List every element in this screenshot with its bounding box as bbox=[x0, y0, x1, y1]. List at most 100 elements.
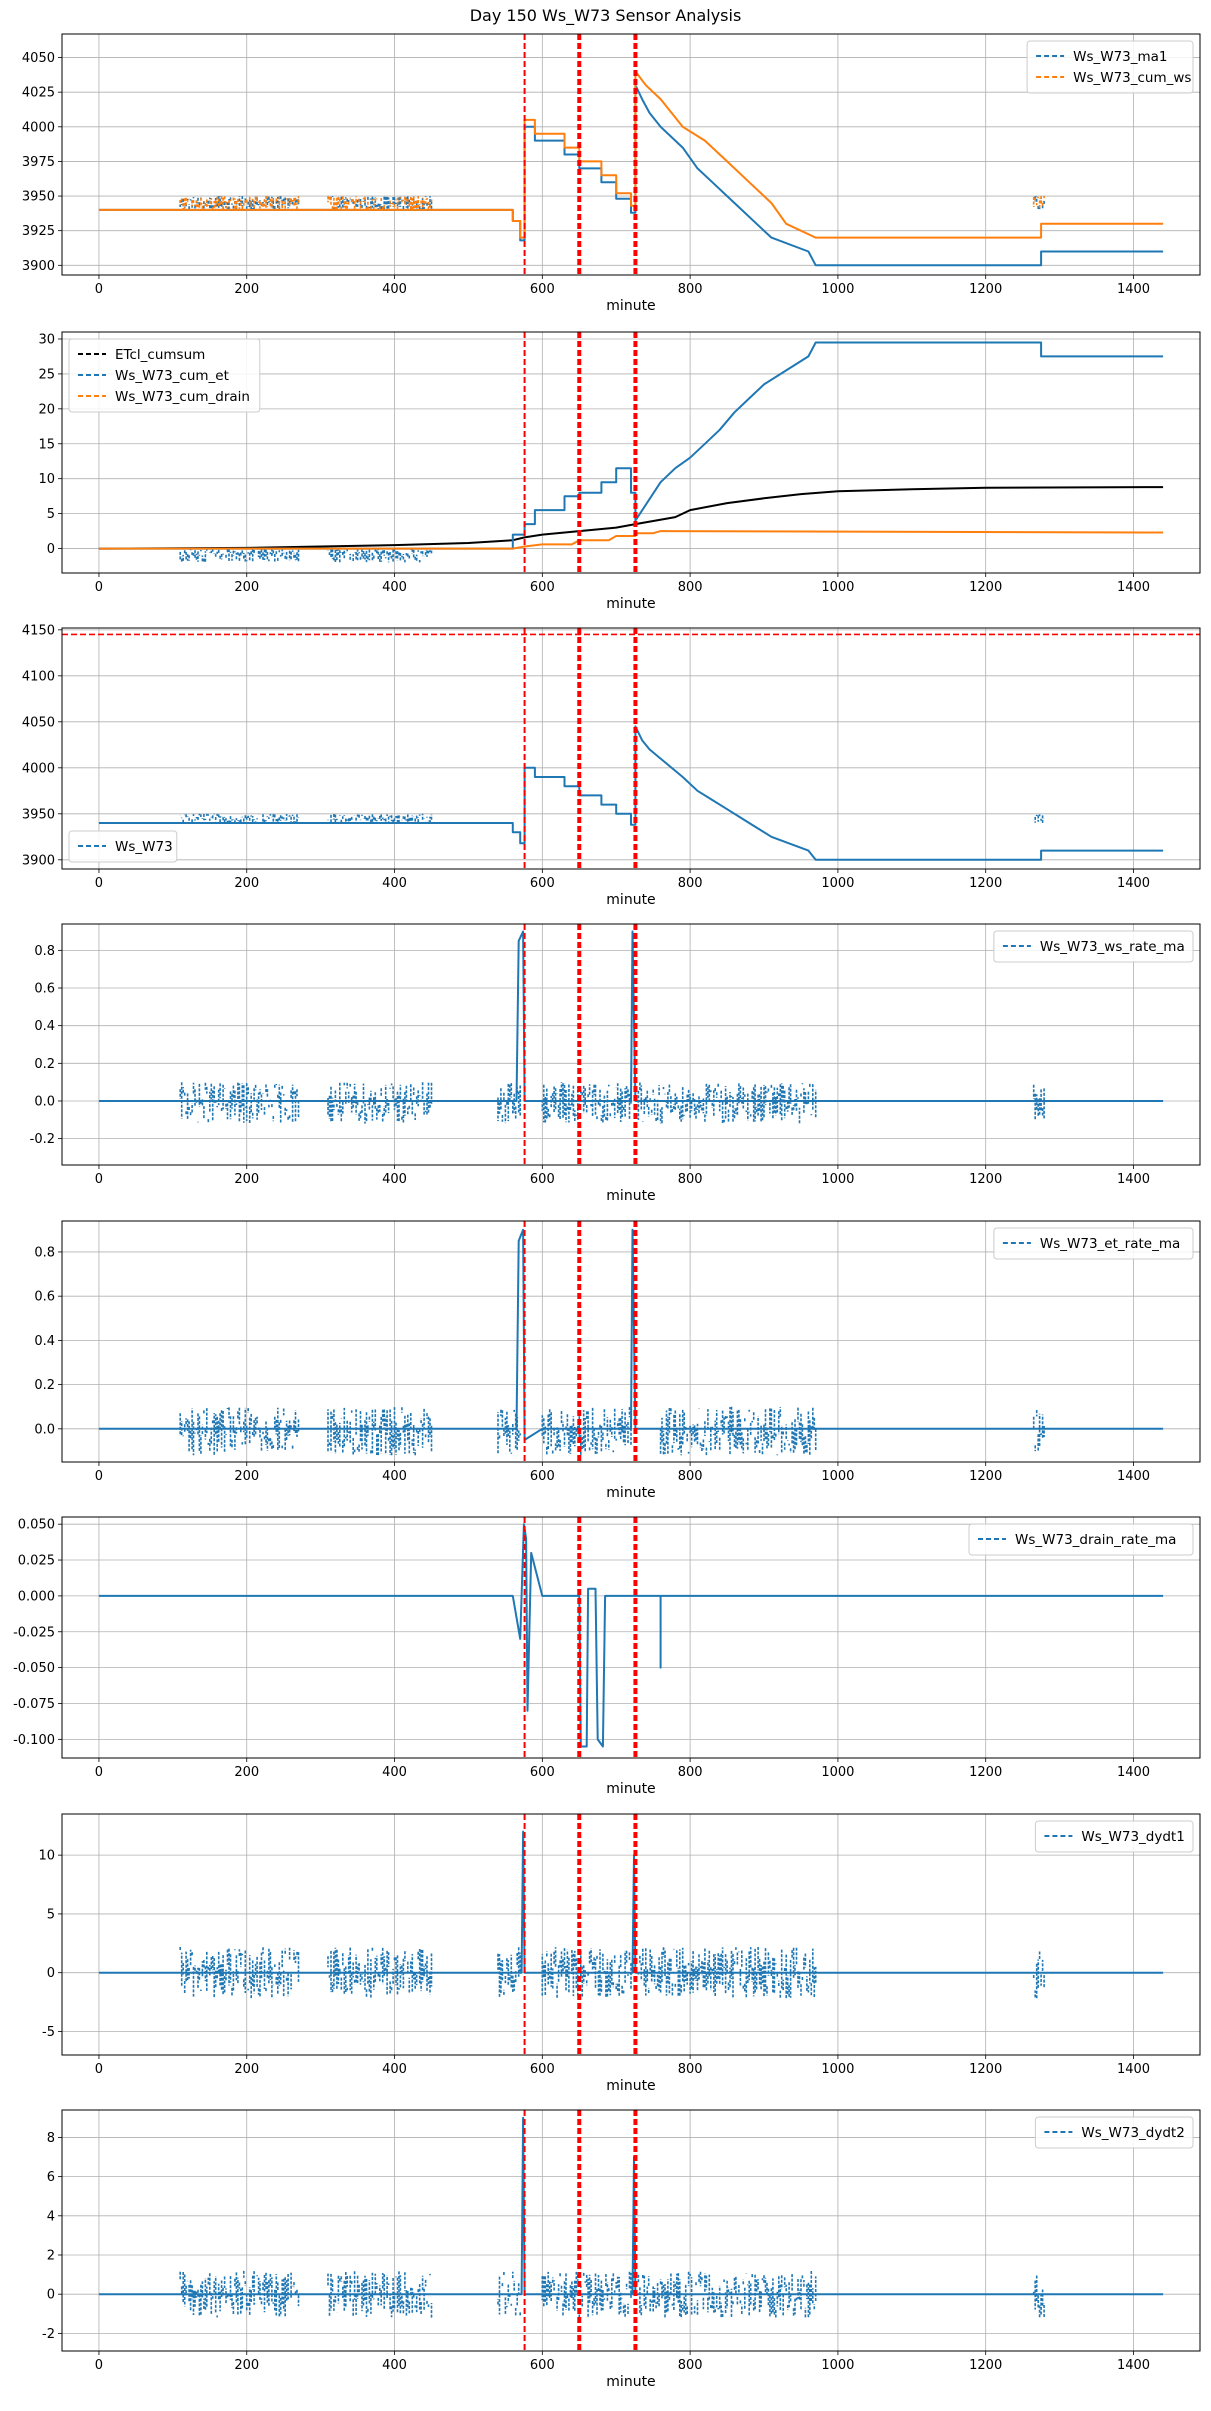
y-tick-label: -2 bbox=[42, 2327, 55, 2342]
x-tick-label: 1000 bbox=[821, 876, 854, 891]
legend-box bbox=[68, 338, 261, 413]
x-tick-label: 200 bbox=[234, 2358, 259, 2373]
legend: Ws_W73_dydt2 bbox=[1034, 2116, 1194, 2149]
legend: Ws_W73_ma1 Ws_W73_cum_ws bbox=[1026, 40, 1194, 94]
y-tick-label: 0 bbox=[47, 2288, 55, 2303]
x-tick-label: 1400 bbox=[1117, 282, 1150, 297]
legend: Ws_W73 bbox=[68, 830, 178, 863]
legend-box bbox=[1026, 40, 1194, 94]
series-ETcl_cumsum bbox=[98, 486, 1164, 550]
x-tick-label: 1000 bbox=[821, 1172, 854, 1187]
y-tick-label: 0.6 bbox=[34, 1290, 55, 1305]
x-tick-label: 0 bbox=[95, 1765, 103, 1780]
y-tick-label: -0.100 bbox=[13, 1733, 55, 1748]
legend: ETcl_cumsum Ws_W73_cum_et Ws_W73_cum_drain bbox=[68, 338, 261, 413]
x-tick-label: 400 bbox=[382, 282, 407, 297]
y-tick-label: 0.0 bbox=[34, 1094, 55, 1109]
series-line-ETcl_cumsum bbox=[98, 486, 1164, 550]
x-tick-label: 0 bbox=[95, 282, 103, 297]
plot-area bbox=[98, 34, 1164, 275]
x-tick-label: 1200 bbox=[969, 2062, 1002, 2077]
x-axis-label: minute bbox=[606, 2078, 655, 2094]
y-tick-label: 0.000 bbox=[18, 1589, 55, 1604]
x-tick-label: 1200 bbox=[969, 1469, 1002, 1484]
x-tick-label: 800 bbox=[678, 580, 703, 595]
subplot-3: 0 200 400 600 800 1000 1200 1400 3900 3950 4000 405… bbox=[22, 623, 1201, 908]
x-tick-label: 1200 bbox=[969, 1765, 1002, 1780]
legend-box bbox=[968, 1523, 1194, 1556]
series-noise-Ws_W73 bbox=[179, 813, 1045, 823]
x-tick-label: 600 bbox=[530, 1469, 555, 1484]
x-tick-label: 400 bbox=[382, 580, 407, 595]
legend-box bbox=[1034, 1820, 1194, 1853]
x-tick-label: 800 bbox=[678, 1172, 703, 1187]
series-Ws_W73_cum_drain bbox=[98, 530, 1164, 550]
y-tick-label: 0.050 bbox=[18, 1518, 55, 1533]
y-tick-label: 25 bbox=[38, 367, 55, 382]
y-tick-label: 0.6 bbox=[34, 982, 55, 997]
x-tick-label: 600 bbox=[530, 1172, 555, 1187]
series-noise-Ws_W73_cum_et bbox=[179, 548, 433, 563]
x-tick-label: 600 bbox=[530, 2358, 555, 2373]
y-tick-label: -0.050 bbox=[13, 1661, 55, 1676]
series-Ws_W73_drain_rate_ma bbox=[98, 1523, 1164, 1748]
y-tick-label: 0.8 bbox=[34, 944, 55, 959]
y-tick-label: -0.075 bbox=[13, 1697, 55, 1712]
x-tick-label: 600 bbox=[530, 876, 555, 891]
x-tick-label: 1200 bbox=[969, 876, 1002, 891]
x-tick-label: 200 bbox=[234, 876, 259, 891]
x-tick-label: 200 bbox=[234, 1172, 259, 1187]
series-noise-Ws_W73_ma1 bbox=[179, 196, 1045, 210]
x-tick-label: 1400 bbox=[1117, 1765, 1150, 1780]
x-tick-label: 400 bbox=[382, 2358, 407, 2373]
legend-label: ETcl_cumsum bbox=[115, 347, 205, 363]
subplot-2: 0 200 400 600 800 1000 1200 1400 0 5 10 15 20 25 30 min… bbox=[38, 331, 1201, 612]
x-tick-label: 200 bbox=[234, 1469, 259, 1484]
series-line-Ws_W73_cum_drain bbox=[98, 530, 1164, 550]
subplot-8: 0 200 400 600 800 1000 1200 1400 -2 0 2 4 6 8 minute Ws… bbox=[42, 2109, 1201, 2390]
legend: Ws_W73_drain_rate_ma bbox=[968, 1523, 1194, 1556]
axes-frame bbox=[61, 1516, 1201, 1759]
legend-label: Ws_W73_ws_rate_ma bbox=[1040, 939, 1185, 955]
series-noise-Ws_W73_ws_rate_ma bbox=[179, 1082, 1045, 1124]
x-tick-label: 800 bbox=[678, 1765, 703, 1780]
x-tick-label: 1000 bbox=[821, 2062, 854, 2077]
subplot-4: 0 200 400 600 800 1000 1200 1400 -0.2 0.0 0.2 0.4 0.… bbox=[30, 923, 1201, 1204]
legend-box bbox=[993, 930, 1194, 963]
x-tick-label: 0 bbox=[95, 1172, 103, 1187]
plot-area bbox=[98, 924, 1164, 1165]
series-line-Ws_W73_cum_et bbox=[98, 341, 1164, 550]
legend: Ws_W73_ws_rate_ma bbox=[993, 930, 1194, 963]
subplot-5: 0 200 400 600 800 1000 1200 1400 0.0 0.2 0.4 0.6 0.8… bbox=[34, 1220, 1201, 1501]
x-axis-label: minute bbox=[606, 892, 655, 908]
plot-area bbox=[98, 332, 1164, 573]
legend: Ws_W73_dydt1 bbox=[1034, 1820, 1194, 1853]
y-tick-label: 4100 bbox=[22, 669, 55, 684]
x-tick-label: 400 bbox=[382, 1469, 407, 1484]
x-tick-label: 800 bbox=[678, 2358, 703, 2373]
plot-area bbox=[98, 1517, 1164, 1758]
y-tick-label: 3900 bbox=[22, 259, 55, 274]
y-tick-label: 20 bbox=[38, 402, 55, 417]
x-axis-label: minute bbox=[606, 596, 655, 612]
axes-frame bbox=[61, 2109, 1201, 2352]
series-line-Ws_W73_dydt1 bbox=[98, 1830, 1164, 1974]
y-tick-label: 10 bbox=[38, 1849, 55, 1864]
x-axis-label: minute bbox=[606, 298, 655, 314]
y-tick-label: 0.4 bbox=[34, 1019, 55, 1034]
x-tick-label: 1000 bbox=[821, 1469, 854, 1484]
x-axis-label: minute bbox=[606, 1781, 655, 1797]
legend-label: Ws_W73_cum_drain bbox=[115, 389, 250, 405]
x-tick-label: 1400 bbox=[1117, 1469, 1150, 1484]
x-tick-label: 1200 bbox=[969, 282, 1002, 297]
x-tick-label: 200 bbox=[234, 580, 259, 595]
legend-label: Ws_W73_ma1 bbox=[1073, 49, 1167, 65]
x-tick-label: 200 bbox=[234, 2062, 259, 2077]
legend-label: Ws_W73_dydt2 bbox=[1081, 2125, 1184, 2141]
y-tick-label: 10 bbox=[38, 472, 55, 487]
y-tick-label: 3925 bbox=[22, 224, 55, 239]
series-line-Ws_W73_drain_rate_ma bbox=[98, 1523, 1164, 1748]
x-axis-label: minute bbox=[606, 2374, 655, 2390]
subplot-1: 0 200 400 600 800 1000 1200 1400 3900 3925 3950 397… bbox=[22, 33, 1201, 314]
x-tick-label: 600 bbox=[530, 580, 555, 595]
